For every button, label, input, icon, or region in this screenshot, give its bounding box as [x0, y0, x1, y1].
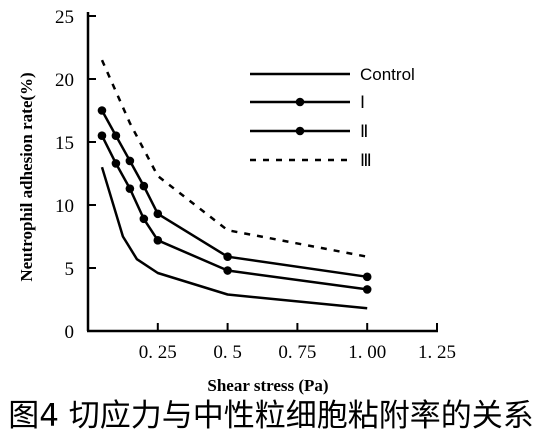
- series-line: [100, 59, 368, 258]
- x-tick-label: 1. 25: [418, 342, 456, 363]
- legend-marker: [295, 126, 305, 136]
- axes: [86, 12, 438, 333]
- legend-marker: [295, 97, 305, 107]
- x-tick-label: 1. 00: [348, 342, 386, 363]
- series-1: [97, 131, 372, 294]
- x-ticks: 0. 25 0. 5 0. 75 1. 00 1. 25: [139, 323, 456, 363]
- data-point: [111, 159, 121, 168]
- legend-label: Control: [360, 65, 415, 84]
- legend-label: Ⅰ: [360, 93, 365, 112]
- data-point: [223, 252, 232, 261]
- data-point: [97, 106, 107, 115]
- data-point: [153, 209, 163, 219]
- legend: Control Ⅰ Ⅱ Ⅲ: [250, 65, 415, 170]
- legend-label: Ⅱ: [360, 122, 368, 141]
- y-tick-label: 20: [55, 70, 74, 91]
- series-2: [97, 106, 372, 282]
- data-point: [111, 131, 121, 140]
- series-0: [100, 166, 368, 310]
- y-tick-label: 25: [55, 7, 74, 28]
- x-tick-label: 0. 5: [213, 342, 242, 363]
- series-layer: [97, 59, 372, 310]
- data-point: [125, 156, 135, 166]
- data-point: [139, 214, 149, 224]
- y-tick-label: 15: [55, 133, 74, 154]
- data-point: [153, 235, 163, 245]
- series-line: [100, 166, 368, 310]
- series-3: [100, 59, 368, 258]
- legend-label: Ⅲ: [360, 151, 372, 170]
- y-tick-label: 10: [55, 196, 74, 217]
- data-point: [223, 266, 232, 275]
- x-tick-label: 0. 75: [278, 342, 316, 363]
- x-tick-label: 0. 25: [139, 342, 177, 363]
- y-axis-title: Neutrophil adhesion rate(%): [17, 72, 36, 281]
- x-axis-title: Shear stress (Pa): [207, 376, 328, 395]
- y-ticks: 0 5 10 15 20 25: [55, 7, 96, 343]
- data-point: [125, 184, 135, 193]
- data-point: [362, 272, 372, 282]
- data-point: [139, 181, 149, 191]
- data-point: [362, 285, 372, 294]
- series-line: [100, 109, 368, 279]
- figure-caption: 图4 切应力与中性粒细胞粘附率的关系: [8, 398, 534, 434]
- y-tick-label: 0: [65, 322, 75, 343]
- data-point: [97, 131, 107, 140]
- series-line: [100, 135, 368, 291]
- y-tick-label: 5: [65, 259, 75, 280]
